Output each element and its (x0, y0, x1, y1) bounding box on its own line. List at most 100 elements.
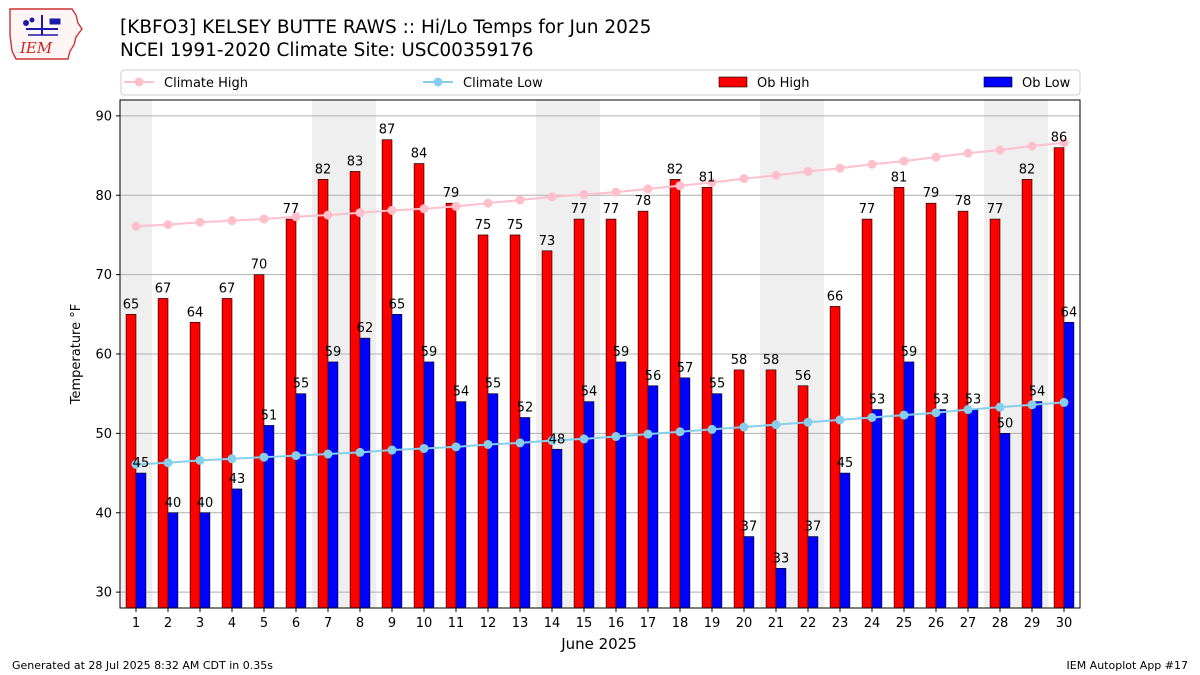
bar-ob-high (573, 218, 585, 609)
climate-high-point (611, 187, 621, 197)
climate-high-point (579, 189, 589, 199)
x-tick-label: 19 (704, 616, 721, 631)
bar-ob-high (445, 202, 457, 609)
label-ob-high: 81 (699, 170, 716, 185)
label-ob-high: 78 (635, 194, 652, 209)
bar-ob-low (551, 448, 563, 609)
label-ob-low: 55 (293, 377, 310, 392)
bar-ob-high (1053, 147, 1065, 609)
climate-high-point (867, 159, 877, 169)
climate-high-point (675, 181, 685, 191)
label-ob-high: 82 (667, 162, 684, 177)
bar-ob-low (967, 409, 979, 609)
bar-ob-high (157, 298, 169, 609)
bar-ob-high (221, 298, 233, 609)
label-ob-high: 78 (955, 194, 972, 209)
climate-high-point (707, 178, 717, 188)
label-ob-low: 57 (677, 361, 694, 376)
x-tick-label: 16 (608, 616, 625, 631)
bar-ob-low (1031, 401, 1043, 609)
bar-ob-high (669, 179, 681, 609)
label-ob-low: 45 (133, 456, 150, 471)
plot-frame (119, 99, 1081, 609)
label-ob-low: 33 (773, 551, 790, 566)
climate-high-point (163, 220, 173, 230)
label-ob-high: 82 (1019, 162, 1036, 177)
bar-ob-high (317, 179, 329, 609)
label-ob-low: 59 (421, 345, 438, 360)
bar-ob-low (775, 568, 787, 609)
label-ob-low: 55 (709, 377, 726, 392)
climate-high-point (547, 192, 557, 202)
label-ob-low: 37 (805, 520, 822, 535)
x-tick-label: 22 (800, 616, 817, 631)
label-ob-low: 54 (581, 385, 598, 400)
climate-low-point (291, 451, 301, 461)
x-tick-label: 24 (864, 616, 881, 631)
climate-low-point (899, 410, 909, 420)
climate-high-point (387, 205, 397, 215)
x-tick-label: 20 (736, 616, 753, 631)
chart-title: [KBFO3] KELSEY BUTTE RAWS :: Hi/Lo Temps… (120, 17, 652, 38)
label-ob-low: 50 (997, 416, 1014, 431)
bar-ob-low (615, 361, 627, 609)
x-tick-label: 26 (928, 616, 945, 631)
climate-low-point (163, 458, 173, 468)
x-tick-label: 30 (1056, 616, 1073, 631)
y-tick-label: 80 (95, 189, 112, 204)
x-tick-label: 1 (132, 616, 140, 631)
climate-high-point (259, 214, 269, 224)
label-ob-high: 65 (123, 297, 140, 312)
x-tick-label: 23 (832, 616, 849, 631)
legend-climate-low-marker (433, 77, 443, 87)
climate-low-point (643, 429, 653, 439)
bar-ob-high (285, 218, 297, 609)
climate-low-point (771, 420, 781, 430)
bar-ob-high (989, 218, 1001, 609)
climate-low-point (387, 445, 397, 455)
x-tick-label: 25 (896, 616, 913, 631)
bar-ob-high (189, 321, 201, 609)
x-tick-label: 7 (324, 616, 332, 631)
legend-climate-high-label: Climate High (164, 76, 248, 91)
label-ob-high: 67 (219, 281, 236, 296)
label-ob-high: 77 (987, 202, 1004, 217)
x-tick-label: 15 (576, 616, 593, 631)
bar-ob-low (1063, 321, 1075, 609)
climate-low-point (547, 436, 557, 446)
bar-ob-low (263, 425, 275, 609)
bar-ob-low (647, 385, 659, 609)
label-ob-low: 59 (901, 345, 918, 360)
y-tick-label: 50 (95, 427, 112, 442)
bar-ob-low (359, 337, 371, 609)
legend-climate-high-marker (134, 77, 144, 87)
label-ob-low: 40 (165, 496, 182, 511)
climate-low-point (707, 424, 717, 434)
y-axis-label: Temperature °F (69, 304, 84, 405)
chart-subtitle: NCEI 1991-2020 Climate Site: USC00359176 (120, 40, 534, 61)
label-ob-low: 45 (837, 456, 854, 471)
bar-ob-high (765, 369, 777, 609)
bar-ob-low (327, 361, 339, 609)
bar-ob-high (701, 187, 713, 609)
climate-low-point (931, 408, 941, 418)
label-ob-low: 43 (229, 472, 246, 487)
label-ob-high: 75 (507, 218, 524, 233)
climate-high-point (995, 145, 1005, 155)
legend-ob-low-swatch (983, 76, 1013, 88)
label-ob-low: 37 (741, 520, 758, 535)
label-ob-high: 67 (155, 281, 172, 296)
label-ob-low: 54 (1029, 385, 1046, 400)
climate-high-point (1059, 138, 1069, 148)
legend-box (120, 69, 1081, 96)
bar-ob-low (231, 488, 243, 609)
climate-high-point (963, 148, 973, 158)
bar-ob-high (893, 187, 905, 609)
climate-high-point (483, 198, 493, 208)
climate-low-point (323, 449, 333, 459)
y-tick-label: 30 (95, 586, 112, 601)
label-ob-low: 52 (517, 401, 534, 416)
bar-ob-low (167, 512, 179, 609)
label-ob-high: 75 (475, 218, 492, 233)
